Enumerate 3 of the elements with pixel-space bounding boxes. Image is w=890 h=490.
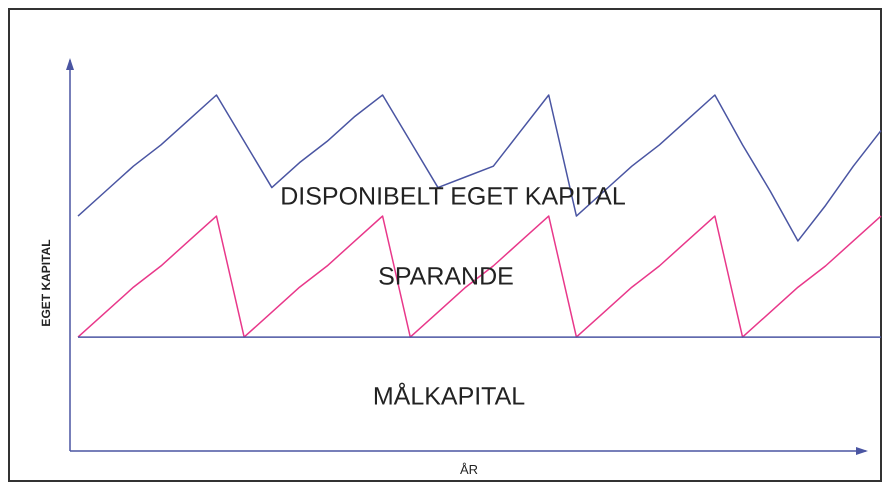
x-axis-title: ÅR — [460, 462, 478, 477]
annotation: MÅLKAPITAL — [372, 382, 526, 411]
y-axis-title: EGET KAPITAL — [39, 239, 53, 327]
